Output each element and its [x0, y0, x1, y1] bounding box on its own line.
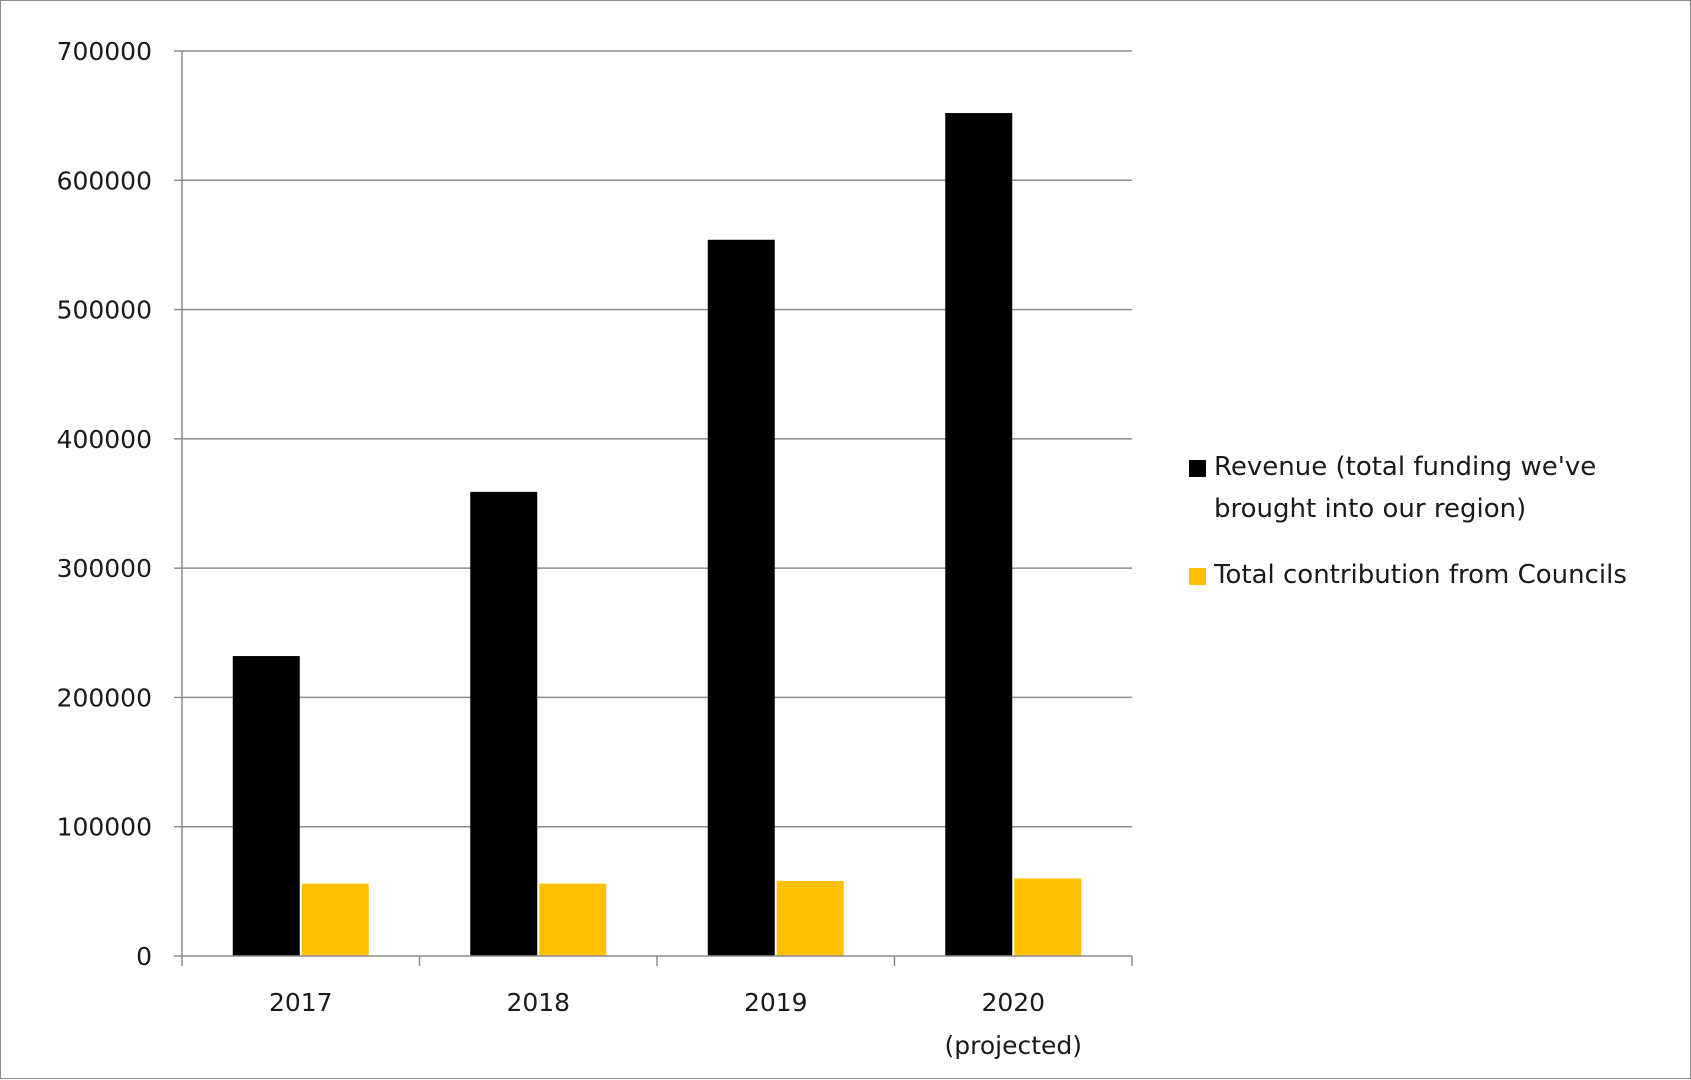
- legend-swatch: [1189, 568, 1206, 585]
- legend-item-council-contribution: Total contribution from Councils: [1189, 560, 1627, 590]
- x-tick-label: 2020 (projected): [944, 988, 1082, 1060]
- y-tick-label: 400000: [57, 425, 152, 454]
- y-tick-label: 100000: [57, 813, 152, 842]
- x-tick-label: 2017: [269, 988, 333, 1017]
- legend-label: Total contribution from Councils: [1213, 560, 1627, 590]
- y-tick-label: 600000: [57, 166, 152, 195]
- legend-item-revenue: Revenue (total funding we've brought into…: [1189, 452, 1596, 524]
- y-tick-label: 300000: [57, 554, 152, 583]
- x-tick-label: 2018: [506, 988, 570, 1017]
- bar-revenue: [945, 113, 1013, 957]
- legend-label: Revenue (total funding we've brought into…: [1214, 452, 1596, 524]
- bar-council-contribution: [539, 883, 607, 956]
- gridlines: [182, 50, 1132, 828]
- bar-revenue: [707, 239, 775, 956]
- bar-council-contribution: [1014, 878, 1082, 956]
- legend-swatch: [1189, 460, 1206, 477]
- bar-revenue: [232, 656, 300, 956]
- y-tick-label: 500000: [57, 296, 152, 325]
- bar-revenue: [470, 491, 538, 956]
- bar-council-contribution: [776, 881, 844, 956]
- y-tick-label: 700000: [57, 37, 152, 66]
- y-tick-label: 0: [136, 942, 152, 971]
- bars: [232, 113, 1082, 957]
- bar-council-contribution: [301, 883, 369, 956]
- legend: Revenue (total funding we've brought into…: [1189, 452, 1627, 590]
- axes: 0 100000 200000 300000 400000 500000 600000 700…: [57, 37, 1133, 1060]
- y-tick-label: 200000: [57, 683, 152, 712]
- x-tick-label: 2019: [744, 988, 808, 1017]
